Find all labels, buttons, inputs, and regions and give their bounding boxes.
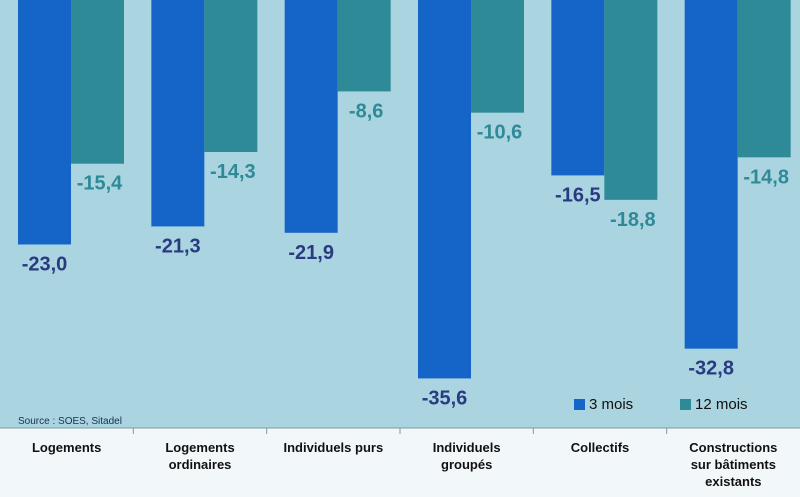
legend-label-3-mois: 3 mois: [589, 396, 633, 413]
plot-area: [0, 0, 800, 428]
data-label-12-mois-6: -14,8: [743, 166, 789, 188]
bar-12-mois-1: [71, 0, 124, 164]
x-tick-label-4: groupés: [441, 457, 492, 472]
x-tick-label-6: sur bâtiments: [691, 457, 776, 472]
bar-3-mois-5: [551, 0, 605, 176]
data-label-3-mois-6: -32,8: [688, 358, 734, 380]
data-label-12-mois-4: -10,6: [477, 122, 523, 144]
x-tick-label-2: Logements: [165, 440, 234, 455]
x-tick-label-1: Logements: [32, 440, 101, 455]
legend-label-12-mois: 12 mois: [695, 396, 748, 413]
source-note: Source : SOES, Sitadel: [18, 416, 122, 427]
bar-12-mois-4: [471, 0, 524, 113]
x-tick-label-5: Collectifs: [571, 440, 630, 455]
bar-3-mois-1: [18, 0, 71, 245]
bar-3-mois-3: [284, 0, 338, 233]
bar-12-mois-6: [737, 0, 791, 158]
data-label-3-mois-1: -23,0: [22, 253, 68, 275]
data-label-3-mois-2: -21,3: [155, 235, 201, 257]
bar-3-mois-4: [418, 0, 471, 379]
legend-swatch-12-mois: [680, 399, 691, 410]
x-tick-label-4: Individuels: [433, 440, 501, 455]
x-tick-label-6: existants: [705, 474, 761, 489]
data-label-12-mois-1: -15,4: [77, 173, 123, 195]
bar-12-mois-5: [604, 0, 658, 200]
data-label-3-mois-3: -21,9: [288, 242, 334, 264]
data-label-12-mois-2: -14,3: [210, 161, 256, 183]
data-label-12-mois-5: -18,8: [610, 209, 656, 231]
bar-3-mois-2: [151, 0, 205, 227]
data-label-3-mois-5: -16,5: [555, 184, 601, 206]
legend-swatch-3-mois: [574, 399, 585, 410]
data-label-12-mois-3: -8,6: [349, 100, 383, 122]
data-label-3-mois-4: -35,6: [422, 387, 468, 409]
x-tick-label-6: Constructions: [689, 440, 777, 455]
bar-12-mois-3: [337, 0, 391, 92]
bar-12-mois-2: [204, 0, 258, 153]
x-tick-label-2: ordinaires: [169, 457, 232, 472]
x-tick-label-3: Individuels purs: [283, 440, 383, 455]
bar-3-mois-6: [684, 0, 738, 349]
